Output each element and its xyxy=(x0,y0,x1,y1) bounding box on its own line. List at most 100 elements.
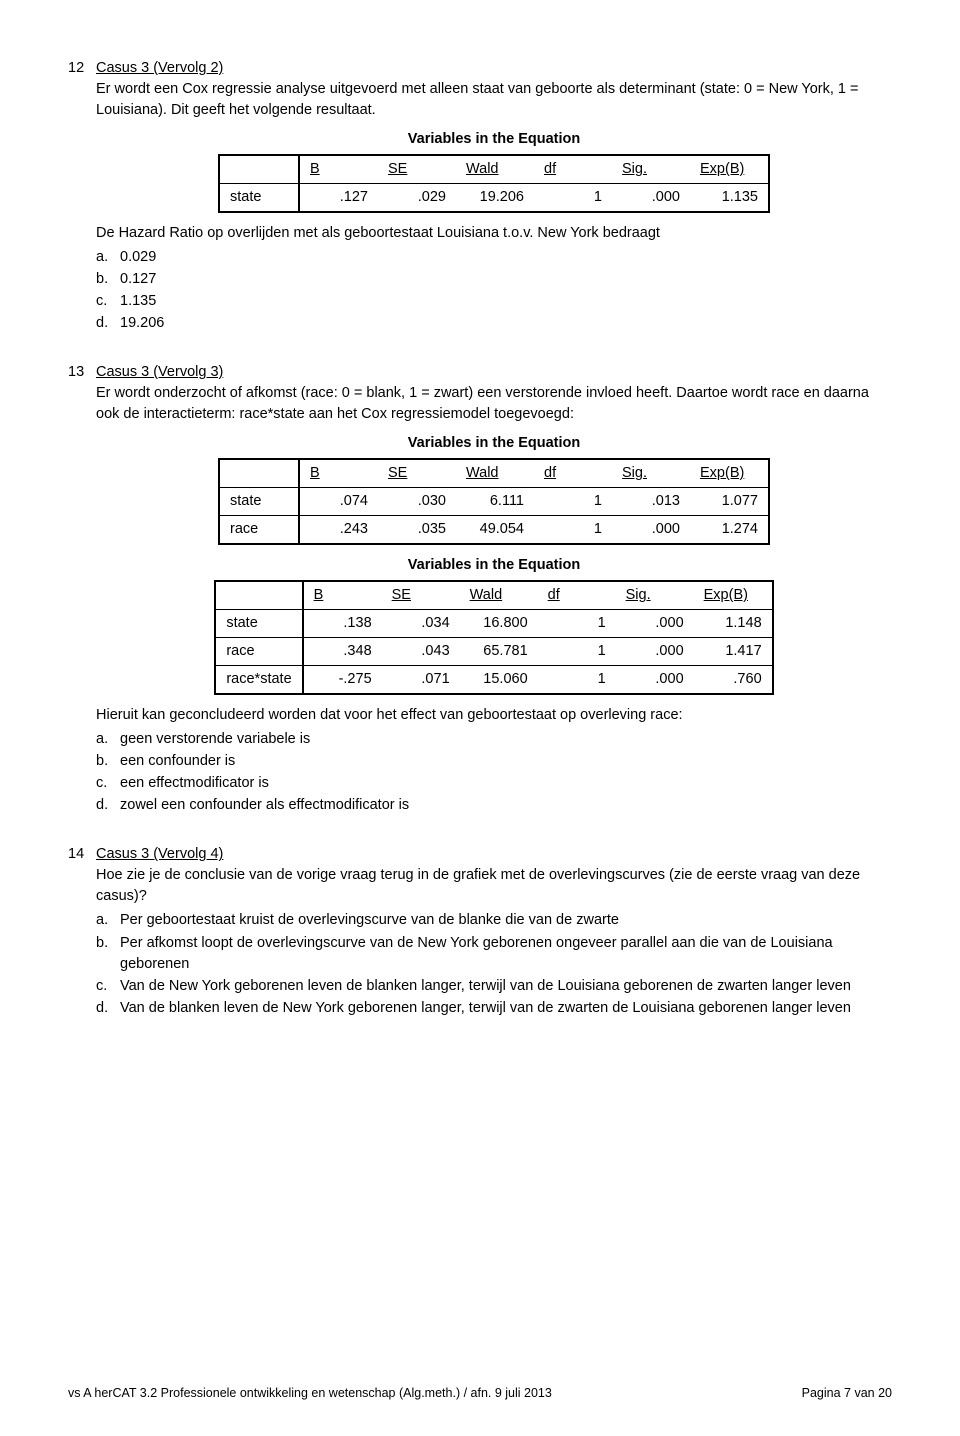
variables-table-3: B SE Wald df Sig. Exp(B) state .138 .034… xyxy=(214,580,773,695)
cell: 1 xyxy=(534,184,612,213)
option-label: a. xyxy=(96,910,120,931)
option-a: a.Per geboortestaat kruist de overleving… xyxy=(96,910,892,931)
question-number: 13 xyxy=(68,362,96,383)
footer-right: Pagina 7 van 20 xyxy=(802,1384,892,1402)
question-title: Casus 3 (Vervolg 2) xyxy=(96,60,223,76)
option-text: Van de New York geborenen leven de blank… xyxy=(120,976,851,997)
cell: state xyxy=(219,488,299,516)
option-b: b.Per afkomst loopt de overlevingscurve … xyxy=(96,933,892,975)
table-row: race*state -.275 .071 15.060 1 .000 .760 xyxy=(215,666,772,695)
th-b: B xyxy=(299,459,378,488)
option-text: 0.029 xyxy=(120,247,156,268)
question-after: De Hazard Ratio op overlijden met als ge… xyxy=(96,223,892,244)
table-title: Variables in the Equation xyxy=(96,433,892,454)
page-footer: vs A herCAT 3.2 Professionele ontwikkeli… xyxy=(68,1384,892,1402)
cell: 1 xyxy=(534,488,612,516)
option-text: een effectmodificator is xyxy=(120,773,269,794)
question-13: 13 Casus 3 (Vervolg 3) Er wordt onderzoc… xyxy=(68,362,892,816)
cell: 1.135 xyxy=(690,184,769,213)
th-se: SE xyxy=(382,581,460,610)
th-b: B xyxy=(299,155,378,184)
answer-options: a.Per geboortestaat kruist de overleving… xyxy=(96,910,892,1018)
footer-left: vs A herCAT 3.2 Professionele ontwikkeli… xyxy=(68,1384,552,1402)
cell: -.275 xyxy=(303,666,382,695)
cell: 49.054 xyxy=(456,516,534,545)
question-title: Casus 3 (Vervolg 3) xyxy=(96,364,223,380)
cell: .760 xyxy=(694,666,773,695)
cell: .348 xyxy=(303,638,382,666)
cell: .000 xyxy=(612,516,690,545)
question-12: 12 Casus 3 (Vervolg 2) Er wordt een Cox … xyxy=(68,58,892,334)
option-text: Per afkomst loopt de overlevingscurve va… xyxy=(120,933,892,975)
question-title: Casus 3 (Vervolg 4) xyxy=(96,846,223,862)
option-c: c.1.135 xyxy=(96,291,892,312)
cell: 1.274 xyxy=(690,516,769,545)
th-expb: Exp(B) xyxy=(690,155,769,184)
cell: .000 xyxy=(616,666,694,695)
option-text: een confounder is xyxy=(120,751,235,772)
cell: .000 xyxy=(612,184,690,213)
cell: 1 xyxy=(538,666,616,695)
question-after: Hieruit kan geconcludeerd worden dat voo… xyxy=(96,705,892,726)
table-row: state .074 .030 6.111 1 .013 1.077 xyxy=(219,488,769,516)
option-label: b. xyxy=(96,269,120,290)
question-intro: Er wordt een Cox regressie analyse uitge… xyxy=(96,79,892,121)
cell: 1 xyxy=(534,516,612,545)
cell: 19.206 xyxy=(456,184,534,213)
th-blank xyxy=(219,155,299,184)
option-label: c. xyxy=(96,291,120,312)
th-df: df xyxy=(538,581,616,610)
cell: 1 xyxy=(538,638,616,666)
cell: .035 xyxy=(378,516,456,545)
option-label: a. xyxy=(96,247,120,268)
option-c: c.een effectmodificator is xyxy=(96,773,892,794)
question-14: 14 Casus 3 (Vervolg 4) Hoe zie je de con… xyxy=(68,844,892,1018)
th-blank xyxy=(219,459,299,488)
cell: .127 xyxy=(299,184,378,213)
option-label: d. xyxy=(96,313,120,334)
option-label: c. xyxy=(96,773,120,794)
option-label: d. xyxy=(96,795,120,816)
option-text: Per geboortestaat kruist de overlevingsc… xyxy=(120,910,619,931)
cell: .034 xyxy=(382,610,460,638)
option-label: b. xyxy=(96,933,120,975)
answer-options: a.0.029 b.0.127 c.1.135 d.19.206 xyxy=(96,247,892,334)
answer-options: a.geen verstorende variabele is b.een co… xyxy=(96,729,892,816)
table-title: Variables in the Equation xyxy=(96,555,892,576)
option-label: a. xyxy=(96,729,120,750)
cell: state xyxy=(215,610,302,638)
th-df: df xyxy=(534,155,612,184)
cell: 1 xyxy=(538,610,616,638)
cell: 6.111 xyxy=(456,488,534,516)
cell: .074 xyxy=(299,488,378,516)
variables-table-2: B SE Wald df Sig. Exp(B) state .074 .030… xyxy=(218,458,770,545)
th-expb: Exp(B) xyxy=(690,459,769,488)
cell: .071 xyxy=(382,666,460,695)
question-intro: Hoe zie je de conclusie van de vorige vr… xyxy=(96,865,892,907)
cell: .243 xyxy=(299,516,378,545)
th-sig: Sig. xyxy=(616,581,694,610)
th-sig: Sig. xyxy=(612,459,690,488)
option-text: 1.135 xyxy=(120,291,156,312)
th-se: SE xyxy=(378,459,456,488)
option-text: geen verstorende variabele is xyxy=(120,729,310,750)
th-se: SE xyxy=(378,155,456,184)
question-number: 12 xyxy=(68,58,96,79)
cell: state xyxy=(219,184,299,213)
th-wald: Wald xyxy=(460,581,538,610)
option-d: d.Van de blanken leven de New York gebor… xyxy=(96,998,892,1019)
table-title: Variables in the Equation xyxy=(96,129,892,150)
option-a: a.0.029 xyxy=(96,247,892,268)
cell: .013 xyxy=(612,488,690,516)
cell: 15.060 xyxy=(460,666,538,695)
option-d: d.zowel een confounder als effectmodific… xyxy=(96,795,892,816)
option-text: 0.127 xyxy=(120,269,156,290)
th-wald: Wald xyxy=(456,459,534,488)
variables-table-1: B SE Wald df Sig. Exp(B) state .127 .029… xyxy=(218,154,770,213)
cell: .030 xyxy=(378,488,456,516)
table-row: state .138 .034 16.800 1 .000 1.148 xyxy=(215,610,772,638)
cell: 1.417 xyxy=(694,638,773,666)
cell: 16.800 xyxy=(460,610,538,638)
option-b: b.een confounder is xyxy=(96,751,892,772)
option-label: d. xyxy=(96,998,120,1019)
